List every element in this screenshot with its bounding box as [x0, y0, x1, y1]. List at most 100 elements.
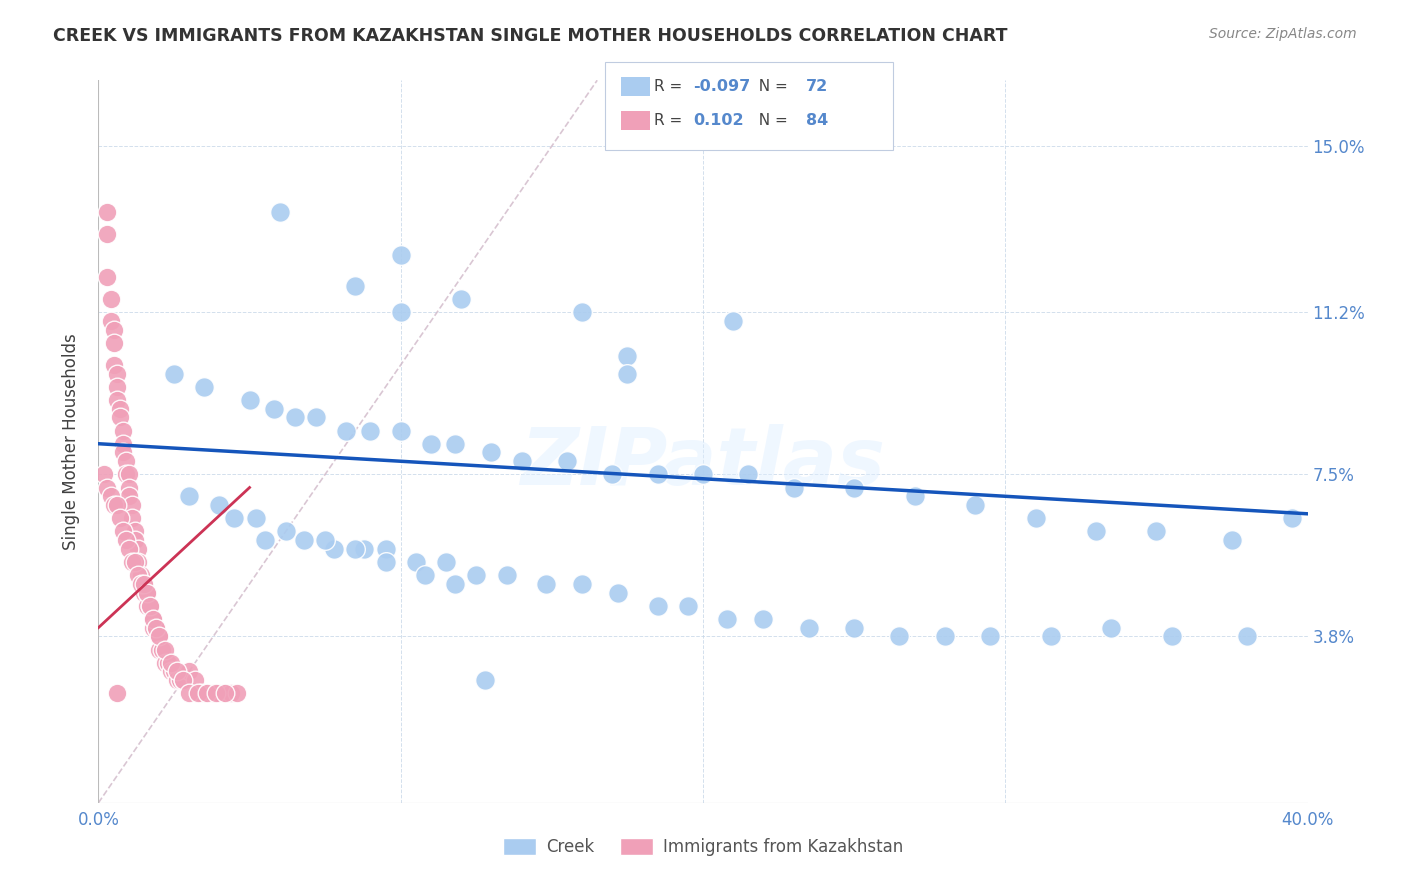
- Point: [153, 656, 176, 670]
- Point: [105, 367, 128, 381]
- Point: [135, 585, 157, 599]
- Point: [239, 392, 262, 407]
- Point: [934, 629, 956, 643]
- Point: [139, 599, 162, 613]
- Point: [105, 380, 128, 394]
- Point: [96, 270, 118, 285]
- Point: [103, 336, 125, 351]
- Point: [420, 436, 443, 450]
- Text: 84: 84: [806, 113, 828, 128]
- Point: [127, 541, 149, 556]
- Text: N =: N =: [749, 79, 793, 94]
- Point: [616, 367, 638, 381]
- Point: [208, 498, 231, 512]
- Point: [179, 686, 201, 700]
- Text: CREEK VS IMMIGRANTS FROM KAZAKHSTAN SINGLE MOTHER HOUSEHOLDS CORRELATION CHART: CREEK VS IMMIGRANTS FROM KAZAKHSTAN SING…: [53, 27, 1008, 45]
- Point: [179, 665, 201, 679]
- Point: [269, 204, 291, 219]
- Point: [142, 621, 165, 635]
- Text: N =: N =: [749, 113, 793, 128]
- Point: [245, 511, 267, 525]
- Point: [118, 481, 141, 495]
- Text: ZIPatlas: ZIPatlas: [520, 425, 886, 502]
- Point: [135, 585, 157, 599]
- Point: [1039, 629, 1062, 643]
- Point: [1220, 533, 1243, 547]
- Point: [344, 279, 367, 293]
- Point: [221, 686, 243, 700]
- Point: [111, 445, 134, 459]
- Point: [571, 305, 593, 319]
- Point: [510, 454, 533, 468]
- Point: [96, 227, 118, 241]
- Point: [118, 489, 141, 503]
- Point: [314, 533, 336, 547]
- Point: [602, 467, 624, 482]
- Point: [323, 541, 346, 556]
- Point: [190, 686, 212, 700]
- Point: [274, 524, 297, 539]
- Text: 0.102: 0.102: [693, 113, 744, 128]
- Point: [121, 555, 143, 569]
- Point: [723, 314, 745, 328]
- Point: [100, 314, 122, 328]
- Point: [353, 541, 375, 556]
- Point: [434, 555, 457, 569]
- Point: [163, 665, 186, 679]
- Point: [108, 401, 131, 416]
- Point: [965, 498, 987, 512]
- Point: [676, 599, 699, 613]
- Point: [96, 204, 118, 219]
- Point: [111, 524, 134, 539]
- Point: [160, 656, 183, 670]
- Text: R =: R =: [654, 79, 688, 94]
- Point: [179, 489, 201, 503]
- Point: [202, 686, 225, 700]
- Point: [647, 467, 669, 482]
- Point: [405, 555, 427, 569]
- Point: [124, 524, 146, 539]
- Point: [263, 401, 285, 416]
- Point: [166, 665, 188, 679]
- Point: [214, 686, 236, 700]
- Point: [904, 489, 927, 503]
- Text: -0.097: -0.097: [693, 79, 751, 94]
- Point: [93, 467, 115, 482]
- Point: [374, 541, 396, 556]
- Point: [360, 424, 382, 438]
- Point: [465, 568, 488, 582]
- Point: [1281, 511, 1303, 525]
- Point: [495, 568, 517, 582]
- Point: [135, 599, 157, 613]
- Point: [226, 686, 249, 700]
- Point: [292, 533, 315, 547]
- Point: [129, 568, 152, 582]
- Point: [166, 673, 188, 688]
- Point: [127, 568, 149, 582]
- Point: [335, 424, 357, 438]
- Point: [571, 577, 593, 591]
- Point: [118, 467, 141, 482]
- Point: [105, 686, 128, 700]
- Point: [797, 621, 820, 635]
- Point: [607, 585, 630, 599]
- Point: [121, 511, 143, 525]
- Point: [389, 248, 412, 262]
- Point: [1099, 621, 1122, 635]
- Point: [108, 410, 131, 425]
- Text: R =: R =: [654, 113, 688, 128]
- Point: [156, 656, 179, 670]
- Point: [979, 629, 1001, 643]
- Point: [184, 673, 207, 688]
- Point: [389, 305, 412, 319]
- Point: [108, 511, 131, 525]
- Point: [148, 629, 170, 643]
- Point: [148, 629, 170, 643]
- Point: [195, 686, 218, 700]
- Point: [172, 673, 194, 688]
- Point: [783, 481, 806, 495]
- Point: [187, 686, 209, 700]
- Point: [616, 349, 638, 363]
- Point: [121, 498, 143, 512]
- Point: [305, 410, 328, 425]
